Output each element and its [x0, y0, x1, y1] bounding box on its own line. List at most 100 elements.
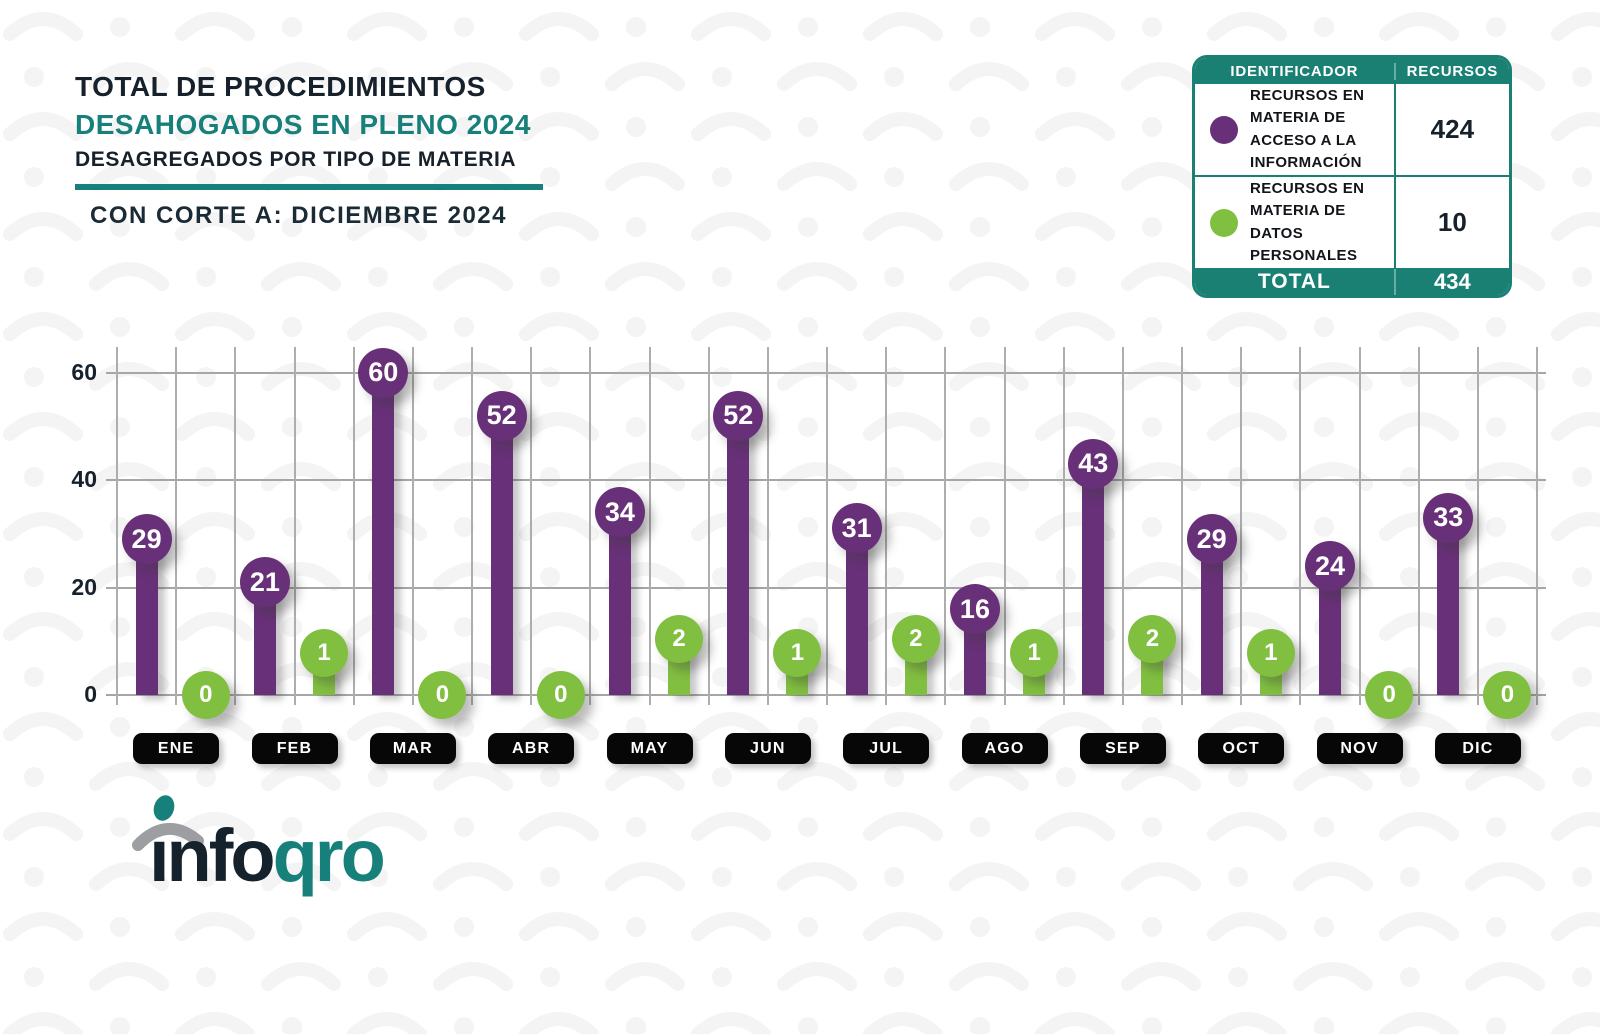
- purple-value-dot: 33: [1423, 492, 1474, 543]
- x-gridline: [1476, 347, 1479, 705]
- header: TOTAL DE PROCEDIMIENTOS DESAHOGADOS EN P…: [75, 70, 635, 230]
- x-gridline: [1121, 347, 1124, 705]
- purple-value-dot: 60: [358, 347, 409, 398]
- green-series-swatch-icon: [1210, 208, 1238, 237]
- x-gridline: [707, 347, 710, 705]
- month-label-nov: NOV: [1316, 733, 1403, 764]
- title-divider: [75, 184, 543, 191]
- logo-wordmark: ınfoqro: [149, 819, 386, 893]
- x-gridline: [1358, 347, 1361, 705]
- month-label-oct: OCT: [1198, 733, 1285, 764]
- purple-bar: [135, 539, 158, 695]
- x-gridline: [293, 347, 296, 705]
- cutoff-date-label: CON CORTE A: DICIEMBRE 2024: [90, 202, 507, 230]
- legend-row-value: 10: [1437, 207, 1467, 237]
- x-gridline: [1003, 347, 1006, 705]
- month-label-feb: FEB: [251, 733, 338, 764]
- purple-value-dot: 52: [713, 390, 764, 441]
- legend-row-datos: RECURSOS EN MATERIA DE DATOS PERSONALES …: [1195, 175, 1509, 268]
- logo-text-qro: qro: [272, 814, 386, 897]
- y-gridline: [106, 586, 1546, 589]
- purple-value-dot: 21: [239, 557, 290, 608]
- y-gridline: [106, 694, 1546, 696]
- legend-total-label: TOTAL: [1257, 269, 1331, 293]
- y-gridline: [106, 371, 1546, 374]
- purple-value-dot: 34: [594, 487, 645, 538]
- green-value-dot: 1: [300, 629, 349, 677]
- legend-row-label: RECURSOS EN MATERIA DE DATOS PERSONALES: [1250, 179, 1365, 265]
- month-label-ene: ENE: [133, 733, 220, 764]
- x-gridline: [116, 347, 118, 705]
- legend-table-header: IDENTIFICADOR RECURSOS: [1195, 58, 1509, 84]
- purple-value-dot: 29: [121, 514, 172, 565]
- month-label-abr: ABR: [488, 733, 575, 764]
- month-label-mar: MAR: [369, 733, 456, 764]
- y-gridline: [106, 479, 1546, 481]
- legend-table: IDENTIFICADOR RECURSOS RECURSOS EN MATER…: [1192, 55, 1512, 298]
- green-value-dot: 2: [655, 615, 704, 663]
- legend-row-label: RECURSOS EN MATERIA DE ACCESO A LA INFOR…: [1250, 86, 1365, 172]
- green-value-dot: 1: [773, 629, 822, 677]
- y-tick-label: 20: [71, 573, 97, 600]
- purple-bar: [1200, 539, 1223, 695]
- x-gridline: [944, 347, 947, 705]
- y-tick-label: 40: [71, 466, 97, 492]
- x-gridline: [1062, 347, 1065, 705]
- x-gridline: [352, 347, 355, 705]
- purple-value-dot: 24: [1304, 541, 1355, 591]
- purple-bar: [1082, 463, 1105, 695]
- x-gridline: [589, 347, 592, 705]
- month-label-dic: DIC: [1434, 733, 1521, 764]
- green-value-dot: 0: [1365, 671, 1414, 719]
- purple-bar: [372, 372, 395, 695]
- x-gridline: [1240, 347, 1243, 705]
- purple-value-dot: 16: [949, 584, 1000, 634]
- x-gridline: [826, 347, 829, 705]
- purple-value-dot: 52: [476, 390, 527, 441]
- purple-bar: [490, 415, 513, 695]
- purple-value-dot: 29: [1186, 514, 1237, 565]
- logo-shoulders-icon: [132, 822, 204, 851]
- y-tick-label: 0: [84, 681, 97, 707]
- x-gridline: [530, 347, 533, 705]
- logo-text-info: ınfo: [149, 814, 276, 897]
- green-value-dot: 0: [181, 671, 230, 719]
- green-value-dot: 1: [1246, 629, 1295, 677]
- legend-col-identificador: IDENTIFICADOR: [1230, 62, 1359, 80]
- purple-series-swatch-icon: [1210, 115, 1238, 144]
- month-label-ago: AGO: [961, 733, 1048, 764]
- x-gridline: [471, 347, 474, 705]
- x-gridline: [234, 347, 237, 705]
- x-gridline: [1299, 347, 1302, 705]
- green-value-dot: 2: [1128, 615, 1177, 663]
- purple-bar: [845, 528, 868, 695]
- purple-bar: [1318, 566, 1341, 695]
- purple-bar: [1437, 517, 1460, 695]
- month-label-jun: JUN: [724, 733, 811, 764]
- page-subtitle-line: DESAGREGADOS POR TIPO DE MATERIA: [75, 148, 517, 172]
- x-gridline: [1536, 347, 1539, 705]
- legend-table-footer: TOTAL 434: [1195, 268, 1509, 295]
- page-title: TOTAL DE PROCEDIMIENTOS: [75, 71, 486, 102]
- x-gridline: [885, 347, 888, 705]
- infoqro-logo: ınfoqro: [132, 775, 513, 915]
- purple-value-dot: 31: [831, 503, 882, 554]
- legend-row-acceso: RECURSOS EN MATERIA DE ACCESO A LA INFOR…: [1195, 84, 1509, 175]
- month-label-jul: JUL: [843, 733, 930, 764]
- legend-total-value: 434: [1434, 268, 1471, 294]
- month-label-may: MAY: [606, 733, 693, 764]
- page-title-accent: DESAHOGADOS EN PLENO 2024: [75, 108, 531, 140]
- month-label-sep: SEP: [1079, 733, 1166, 764]
- green-value-dot: 0: [536, 671, 585, 719]
- purple-value-dot: 43: [1068, 438, 1119, 489]
- legend-col-recursos: RECURSOS: [1406, 62, 1499, 80]
- green-value-dot: 0: [418, 671, 467, 719]
- legend-row-value: 424: [1430, 114, 1475, 144]
- x-gridline: [1417, 347, 1420, 705]
- green-value-dot: 2: [891, 615, 940, 663]
- y-tick-label: 60: [71, 358, 97, 385]
- purple-bar: [608, 512, 631, 695]
- green-value-dot: 0: [1483, 671, 1532, 719]
- x-gridline: [1181, 347, 1184, 705]
